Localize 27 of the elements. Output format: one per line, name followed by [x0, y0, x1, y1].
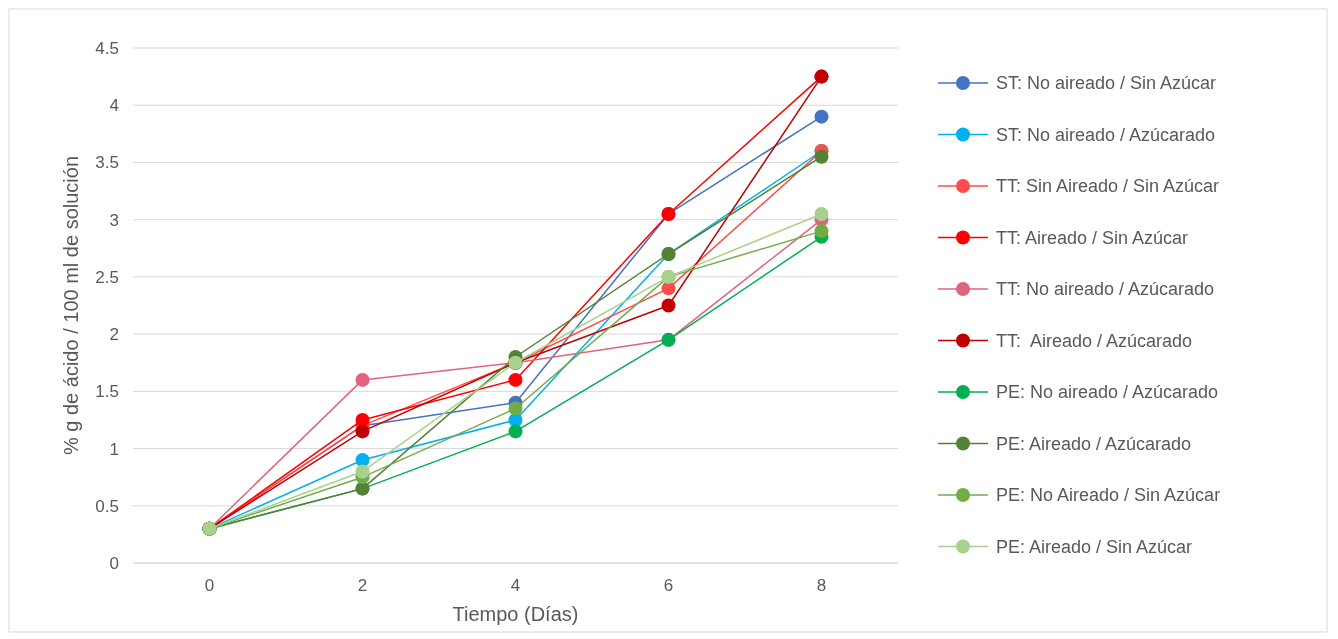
- y-tick-label: 3.5: [95, 153, 119, 173]
- y-tick-label: 1.5: [95, 382, 119, 402]
- y-tick-label: 2.5: [95, 267, 119, 287]
- y-tick-label: 4: [109, 96, 119, 116]
- y-tick-label: 0.5: [95, 496, 119, 516]
- legend-label: PE: No aireado / Azúcarado: [996, 382, 1219, 403]
- y-tick-label: 0: [109, 553, 119, 573]
- x-tick-label: 2: [357, 576, 368, 595]
- y-tick-label: 4.5: [95, 38, 119, 58]
- legend-label: PE: No Aireado / Sin Azúcar: [996, 485, 1221, 506]
- x-tick-label: 6: [663, 576, 674, 595]
- x-tick-label: 8: [816, 576, 827, 595]
- y-tick-label: 3: [109, 210, 119, 230]
- x-axis-title: Tiempo (Días): [452, 603, 579, 625]
- legend-label: PE: Aireado / Sin Azúcar: [996, 536, 1193, 557]
- legend-label: TT: Sin Aireado / Sin Azúcar: [996, 176, 1220, 197]
- legend-label: TT: Aireado / Sin Azúcar: [996, 227, 1189, 248]
- x-tick-label: 0: [204, 576, 215, 595]
- legend-label: TT: No aireado / Azúcarado: [996, 279, 1215, 300]
- y-axis-title: % g de ácido / 100 ml de solución: [60, 155, 82, 456]
- legend-label: ST: No aireado / Sin Azúcar: [996, 73, 1217, 94]
- x-tick-label: 4: [510, 576, 521, 595]
- legend-label: ST: No aireado / Azúcarado: [996, 124, 1216, 145]
- y-tick-label: 1: [109, 439, 119, 459]
- legend-label: TT: Aireado / Azúcarado: [996, 330, 1193, 351]
- legend-label: PE: Aireado / Azúcarado: [996, 433, 1192, 454]
- y-tick-label: 2: [109, 325, 119, 345]
